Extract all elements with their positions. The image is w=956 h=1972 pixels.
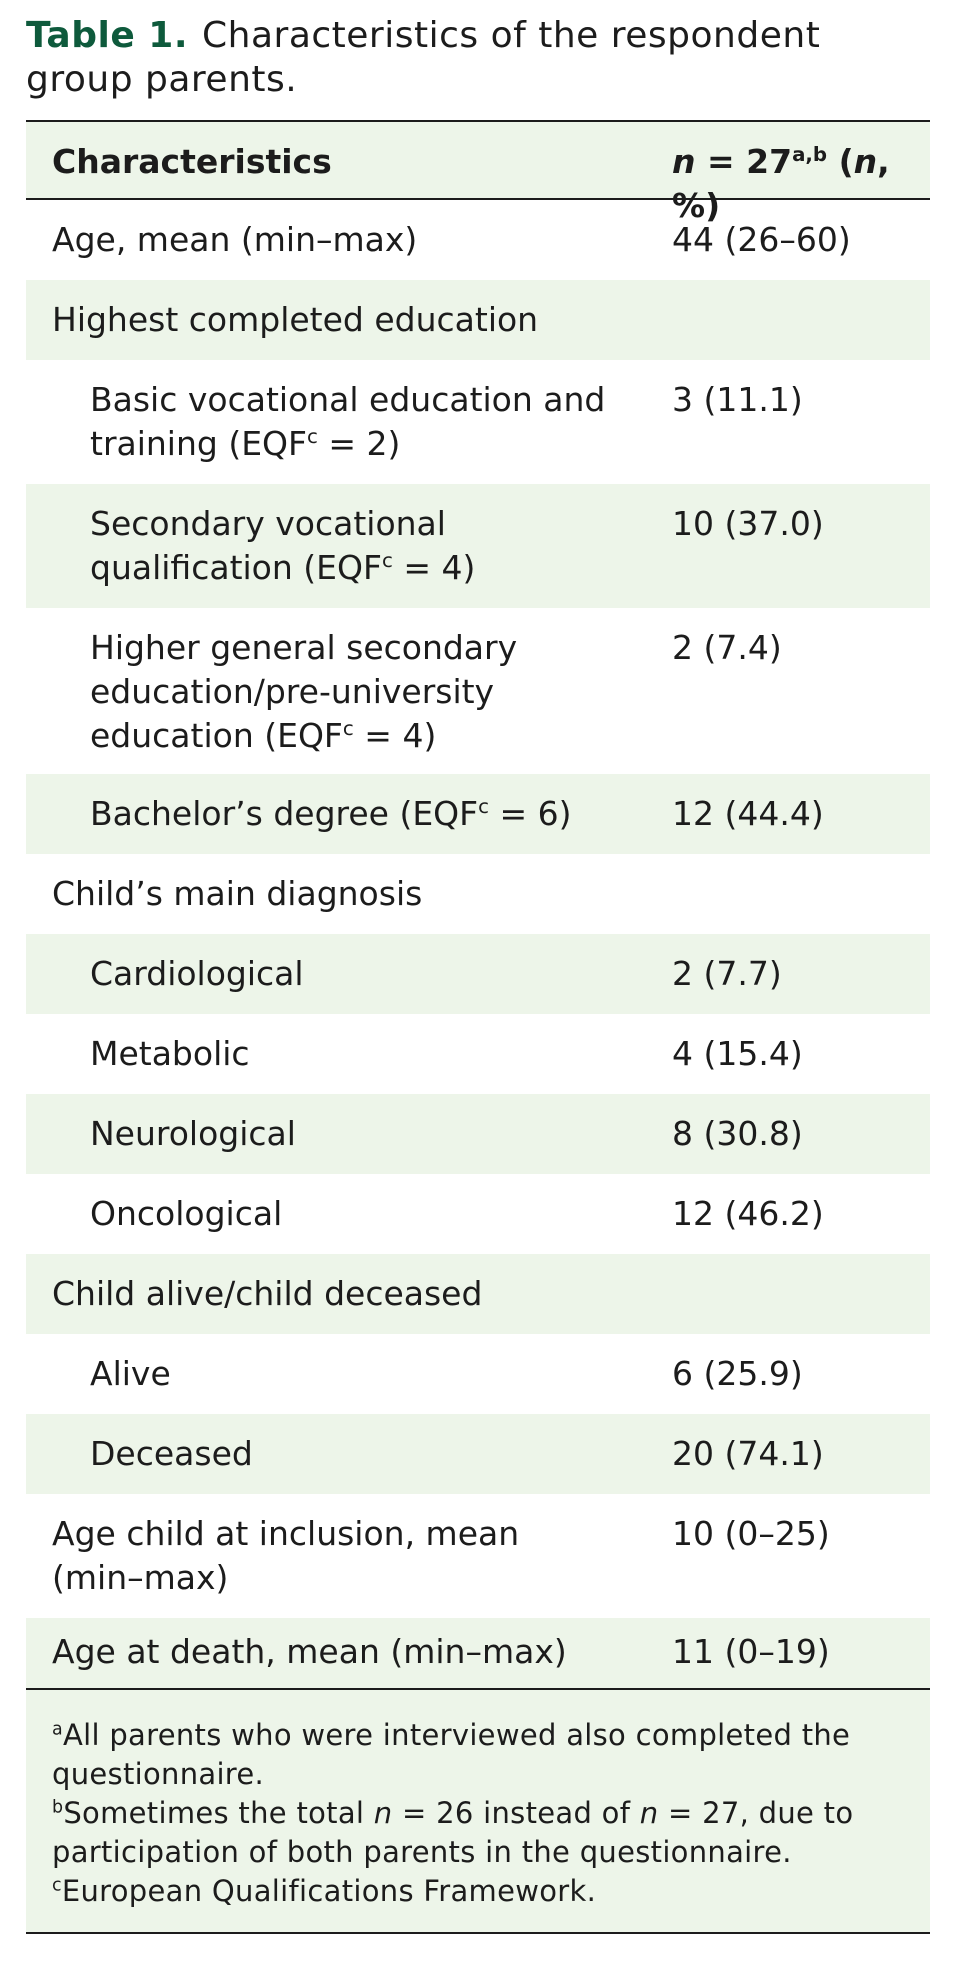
row-label: Cardiological <box>90 954 304 993</box>
table-caption: Table 1. Characteristics of the responden… <box>26 14 926 102</box>
row-value: 44 (26–60) <box>672 220 851 259</box>
table-row: Higher general secondary education/pre-u… <box>26 608 930 774</box>
table-row: Alive 6 (25.9) <box>26 1334 930 1414</box>
row-label-sup: c <box>478 795 490 818</box>
row-label-sup: c <box>342 717 354 740</box>
row-label-tail: = 4) <box>353 716 437 755</box>
table-row: Age child at inclusion, mean (min–max) 1… <box>26 1494 930 1618</box>
row-value: 11 (0–19) <box>672 1632 830 1671</box>
table-row: Secondary vocational qualification (EQFc… <box>26 484 930 608</box>
row-value: 3 (11.1) <box>672 380 803 419</box>
row-value: 10 (0–25) <box>672 1514 830 1553</box>
table-row: Metabolic 4 (15.4) <box>26 1014 930 1094</box>
footnote-c: cEuropean Qualifications Framework. <box>52 1872 912 1911</box>
header-n-sup: a,b <box>792 143 828 166</box>
row-label: Deceased <box>90 1434 253 1473</box>
table-row: Basic vocational education and training … <box>26 360 930 484</box>
table-title: Characteristics of the respondent group … <box>26 15 821 100</box>
table-row: Age at death, mean (min–max) 11 (0–19) <box>26 1618 930 1688</box>
row-label: Higher general secondary education/pre-u… <box>90 626 650 758</box>
row-label-tail: = 6) <box>489 794 572 833</box>
footnote-b-n: n <box>373 1796 393 1830</box>
header-paren-open: ( <box>827 142 854 181</box>
row-label-tail: = 4) <box>392 548 476 587</box>
footnote-b-marker: b <box>52 1797 64 1818</box>
table-row: Neurological 8 (30.8) <box>26 1094 930 1174</box>
table-row: Cardiological 2 (7.7) <box>26 934 930 1014</box>
row-value: 2 (7.7) <box>672 954 782 993</box>
table-row: Child’s main diagnosis <box>26 854 930 934</box>
row-label: Neurological <box>90 1114 296 1153</box>
row-label: Child alive/child deceased <box>52 1274 483 1313</box>
header-n: n = 27a,b (n, %) <box>672 140 922 228</box>
row-label-tail: = 2) <box>317 424 401 463</box>
row-value: 12 (46.2) <box>672 1194 824 1233</box>
footnote-a-marker: a <box>52 1719 63 1740</box>
row-value: 8 (30.8) <box>672 1114 803 1153</box>
header-characteristics: Characteristics <box>52 142 332 181</box>
row-label: Age child at inclusion, mean (min–max) <box>52 1514 520 1597</box>
header-n-eq: = 27 <box>695 142 793 181</box>
footnote-c-marker: c <box>52 1875 62 1896</box>
data-table: Characteristics n = 27a,b (n, %) Age, me… <box>26 120 930 1934</box>
row-value: 10 (37.0) <box>672 504 824 543</box>
table-row: Oncological 12 (46.2) <box>26 1174 930 1254</box>
row-value: 12 (44.4) <box>672 794 824 833</box>
row-label: Highest completed education <box>52 300 539 339</box>
table-row: Deceased 20 (74.1) <box>26 1414 930 1494</box>
row-label-text: Secondary vocational qualification (EQF <box>90 504 446 587</box>
header-n-italic: n <box>672 142 696 181</box>
table-row: Age, mean (min–max) 44 (26–60) <box>26 200 930 280</box>
row-value: 6 (25.9) <box>672 1354 803 1393</box>
table-row: Child alive/child deceased <box>26 1254 930 1334</box>
footnote-b-text: = 26 instead of <box>392 1796 640 1830</box>
row-label: Age at death, mean (min–max) <box>52 1632 567 1671</box>
row-label: Bachelor’s degree (EQFc = 6) <box>90 792 650 836</box>
row-label: Metabolic <box>90 1034 250 1073</box>
header-paren-rest: , %) <box>672 142 890 225</box>
footnote-b-n: n <box>639 1796 659 1830</box>
row-label-text: Bachelor’s degree (EQF <box>90 794 479 833</box>
footnote-b: bSometimes the total n = 26 instead of n… <box>52 1794 912 1872</box>
row-label: Basic vocational education and training … <box>90 378 650 466</box>
row-label: Oncological <box>90 1194 283 1233</box>
footnote-c-text: European Qualifications Framework. <box>61 1874 597 1908</box>
row-label-sup: c <box>381 549 393 572</box>
header-paren-n: n <box>853 142 878 181</box>
row-label-text: Basic vocational education and training … <box>90 380 606 463</box>
row-label-text: Higher general secondary education/pre-u… <box>90 628 518 755</box>
row-value: 2 (7.4) <box>672 628 782 667</box>
row-label-sup: c <box>307 425 318 448</box>
footnote-a-text: All parents who were interviewed also co… <box>52 1718 851 1791</box>
row-label: Child’s main diagnosis <box>52 874 423 913</box>
footnote-a: aAll parents who were interviewed also c… <box>52 1716 912 1794</box>
table-footnotes: aAll parents who were interviewed also c… <box>26 1688 930 1934</box>
table-header-row: Characteristics n = 27a,b (n, %) <box>26 120 930 225</box>
footnote-b-text: Sometimes the total <box>63 1796 374 1830</box>
row-label: Age, mean (min–max) <box>52 220 418 259</box>
table-row: Highest completed education <box>26 280 930 360</box>
row-value: 4 (15.4) <box>672 1034 803 1073</box>
row-value: 20 (74.1) <box>672 1434 824 1473</box>
row-label: Secondary vocational qualification (EQFc… <box>90 502 650 590</box>
table-label: Table 1. <box>26 15 188 56</box>
row-label: Alive <box>90 1354 171 1393</box>
table-row: Bachelor’s degree (EQFc = 6) 12 (44.4) <box>26 774 930 854</box>
footnote-b-text: = 27, due to participation of both paren… <box>52 1796 854 1869</box>
